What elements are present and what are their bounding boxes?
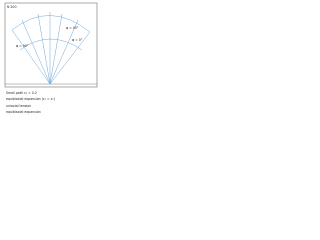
legend-item: uniaxial tension — [6, 104, 31, 108]
plot-label: φ = 90° — [16, 44, 29, 48]
fan-lines — [11, 12, 91, 85]
path-line — [11, 29, 51, 85]
plot-title: N 200 — [7, 5, 16, 9]
limit-curve — [19, 38, 83, 51]
plot-label: φ = 45° — [66, 26, 79, 30]
legend-item: equibiaxial expansion (ε₁ = ε₂) — [6, 97, 55, 101]
path-line — [21, 19, 51, 85]
path-line — [49, 13, 63, 85]
limit-curve — [11, 15, 91, 33]
path-line — [37, 13, 51, 85]
legend-item: Small path ε₂ = 0.2 — [6, 91, 37, 95]
legend-item: equibiaxial expansion — [6, 110, 41, 114]
page: N 200 φ = 90° φ = 45° φ = 0° Small path … — [0, 0, 100, 121]
plot-label: φ = 0° — [72, 38, 83, 42]
path-line — [49, 31, 91, 85]
path-line — [49, 19, 79, 85]
diagram: N 200 φ = 90° φ = 45° φ = 0° Small path … — [0, 0, 100, 121]
plot-frame — [4, 2, 98, 88]
